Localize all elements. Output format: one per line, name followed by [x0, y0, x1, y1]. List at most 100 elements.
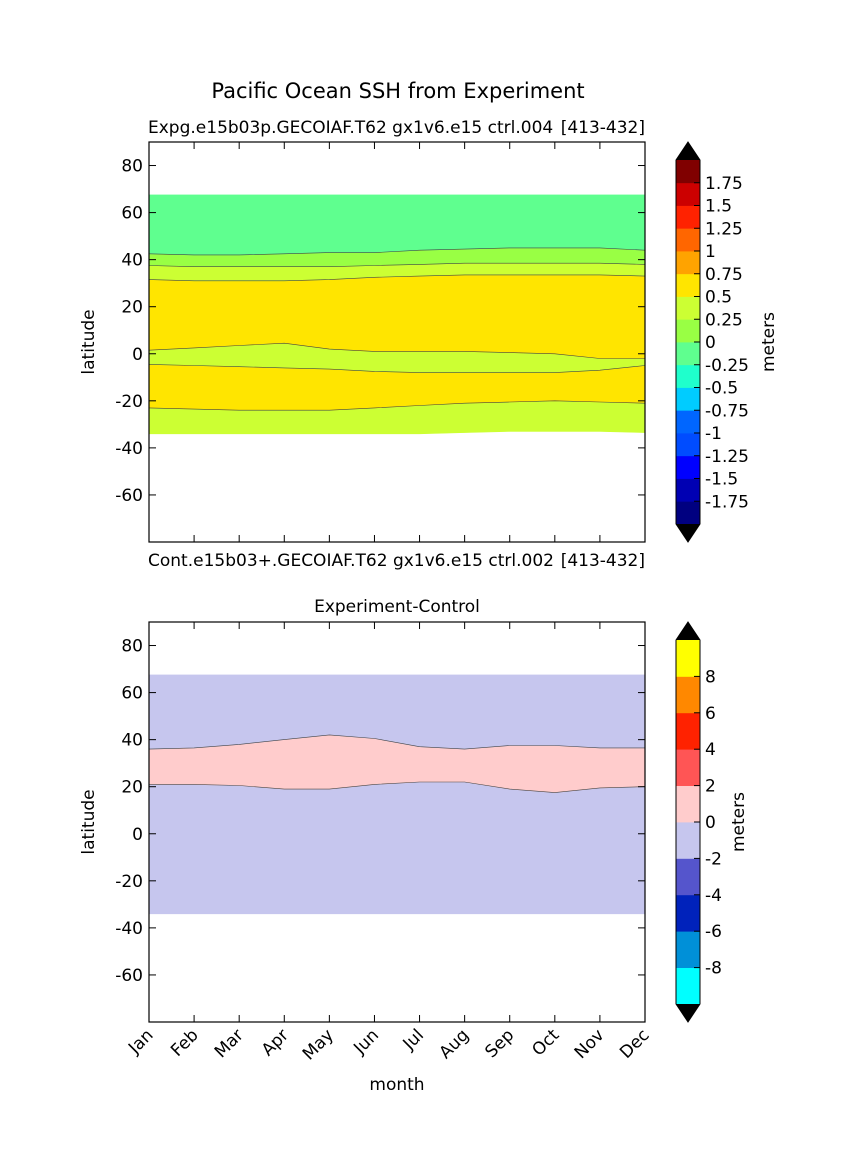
top-colorbar-swatch	[676, 251, 700, 275]
top-band-3	[148, 274, 646, 359]
bottom-month-label: Feb	[167, 1025, 202, 1060]
top-ylabel: latitude	[79, 309, 99, 374]
top-contour-lines	[148, 247, 646, 411]
bottom-band-2	[148, 674, 646, 750]
top-colorbar-tick-label: 1.75	[705, 174, 743, 194]
bottom-contour-lines	[148, 734, 646, 793]
bottom-ytick-label: 20	[121, 778, 143, 798]
bottom-month-label: Oct	[528, 1025, 563, 1060]
top-colorbar-swatch	[676, 387, 700, 411]
bottom-ytick-label: 60	[121, 684, 143, 704]
bottom-contour-line-0	[149, 781, 646, 793]
bottom-ylabel: latitude	[79, 789, 99, 854]
top-colorbar-swatch	[676, 364, 700, 388]
bottom-month-label: Aug	[436, 1025, 474, 1063]
bottom-colorbar-swatch	[676, 894, 700, 932]
top-axes-frame	[148, 141, 646, 543]
top-colorbar-swatch	[676, 478, 700, 502]
top-colorbar-swatch	[676, 182, 700, 206]
top-ytick-label: 0	[132, 345, 143, 365]
top-colorbar-tick-label: 0.5	[705, 288, 732, 308]
bottom-right-label: [413-432]	[561, 551, 645, 571]
bottom-colorbar-swatch	[676, 931, 700, 968]
bottom-month-label: May	[299, 1025, 338, 1064]
top-colorbar-swatch	[676, 410, 700, 434]
bottom-ytick-label: 0	[132, 825, 143, 845]
bottom-colorbar-tick-label: -4	[705, 886, 722, 906]
top-right-label: [413-432]	[561, 118, 645, 138]
bottom-month-label: Nov	[571, 1025, 609, 1063]
bottom-colorbar-tick-label: -8	[705, 959, 722, 979]
top-colorbar-tick-label: -1.25	[705, 447, 749, 467]
bottom-month-label: Jul	[399, 1025, 428, 1054]
bottom-colorbar-swatch	[676, 967, 700, 1005]
bottom-colorbar-swatch	[676, 785, 700, 823]
bottom-left-label: Cont.e15b03+.GECOIAF.T62 gx1v6.e15 ctrl.…	[148, 551, 554, 571]
bottom-colorbar-under-arrow	[676, 1004, 700, 1022]
top-colorbar-tick-label: -1.75	[705, 492, 749, 512]
bottom-colorbar-label: meters	[729, 792, 749, 852]
top-contour-line-1	[148, 364, 646, 373]
top-colorbar-tick-label: -1	[705, 424, 722, 444]
top-contour-bands	[148, 194, 646, 435]
bottom-month-label: Jan	[124, 1025, 157, 1058]
top-colorbar-tick-label: -1.5	[705, 470, 738, 490]
bottom-colorbar-tick-label: -6	[705, 922, 722, 942]
bottom-month-label: Jun	[349, 1025, 383, 1059]
top-ytick-label: 40	[121, 251, 143, 271]
bottom-colorbar-tick-label: -2	[705, 849, 722, 869]
top-contour-line-3	[148, 274, 646, 282]
top-colorbar-swatch	[676, 228, 700, 252]
top-ytick-label: -40	[115, 439, 143, 459]
top-axis-ticks: -60 -40 -20 0 20 40 60 80	[115, 142, 646, 542]
top-left-label: Expg.e15b03p.GECOIAF.T62 gx1v6.e15 ctrl.…	[148, 118, 553, 138]
bottom-month-label: Dec	[616, 1025, 653, 1062]
bottom-ytick-label: 80	[121, 637, 143, 657]
figure-suptitle: Pacific Ocean SSH from Experiment	[211, 79, 584, 103]
top-colorbar-swatch	[676, 296, 700, 320]
top-ytick-label: -20	[115, 392, 143, 412]
top-colorbar-swatch	[676, 342, 700, 366]
bottom-band-0	[148, 781, 646, 915]
bottom-colorbar-outline	[675, 621, 701, 1023]
top-colorbar-under-arrow	[676, 524, 700, 542]
top-panel: Expg.e15b03p.GECOIAF.T62 gx1v6.e15 ctrl.…	[79, 118, 779, 543]
top-colorbar-swatch	[676, 205, 700, 229]
bottom-month-label: Mar	[211, 1025, 248, 1062]
top-colorbar-swatch	[676, 160, 700, 184]
bottom-colorbar-tick-label: 2	[705, 777, 716, 797]
top-ytick-label: 80	[121, 157, 143, 177]
bottom-ytick-label: -40	[115, 919, 143, 939]
top-colorbar-outline	[675, 141, 701, 543]
top-colorbar-tick-label: 1	[705, 242, 716, 262]
bottom-contour-bands	[148, 674, 646, 915]
top-colorbar-tick-label: 1.25	[705, 219, 743, 239]
bottom-month-tick-labels: Jan Feb Mar Apr May Jun Jul Aug Sep Oct Nov Dec	[124, 1025, 653, 1064]
top-ytick-label: -60	[115, 486, 143, 506]
top-colorbar-swatch	[676, 319, 700, 343]
top-colorbar-tick-label: 1.5	[705, 197, 732, 217]
bottom-title: Experiment-Control	[314, 597, 480, 617]
top-colorbar-swatch	[676, 455, 700, 479]
bottom-ytick-label: -20	[115, 872, 143, 892]
top-colorbar-swatch	[676, 433, 700, 457]
top-colorbar-over-arrow	[676, 142, 700, 160]
bottom-month-label: Apr	[258, 1025, 293, 1060]
top-ytick-label: 60	[121, 204, 143, 224]
bottom-colorbar-tick-label: 4	[705, 740, 716, 760]
bottom-panel: Cont.e15b03+.GECOIAF.T62 gx1v6.e15 ctrl.…	[79, 551, 749, 1095]
bottom-colorbar-swatch	[676, 712, 700, 750]
bottom-ytick-label: 40	[121, 731, 143, 751]
top-ytick-label: 20	[121, 298, 143, 318]
bottom-colorbar-tick-label: 8	[705, 667, 716, 687]
bottom-colorbar-swatch	[676, 749, 700, 786]
top-colorbar-tick-label: -0.25	[705, 356, 749, 376]
bottom-axis-ticks: -60 -40 -20 0 20 40 60 80	[115, 622, 646, 1022]
bottom-colorbar-swatch	[676, 822, 700, 859]
top-colorbar-tick-label: -0.75	[705, 401, 749, 421]
top-band-6	[148, 194, 646, 256]
top-colorbar-label: meters	[759, 312, 779, 372]
top-colorbar-tick-label: -0.5	[705, 379, 738, 399]
bottom-colorbar: -8 -6 -4 -2 0 2 4 6 8	[675, 621, 722, 1023]
top-colorbar: -1.75-1.5 -1.25 -1 -0.75-0.5 -0.25 0 0.250.5 0.…	[675, 141, 749, 543]
